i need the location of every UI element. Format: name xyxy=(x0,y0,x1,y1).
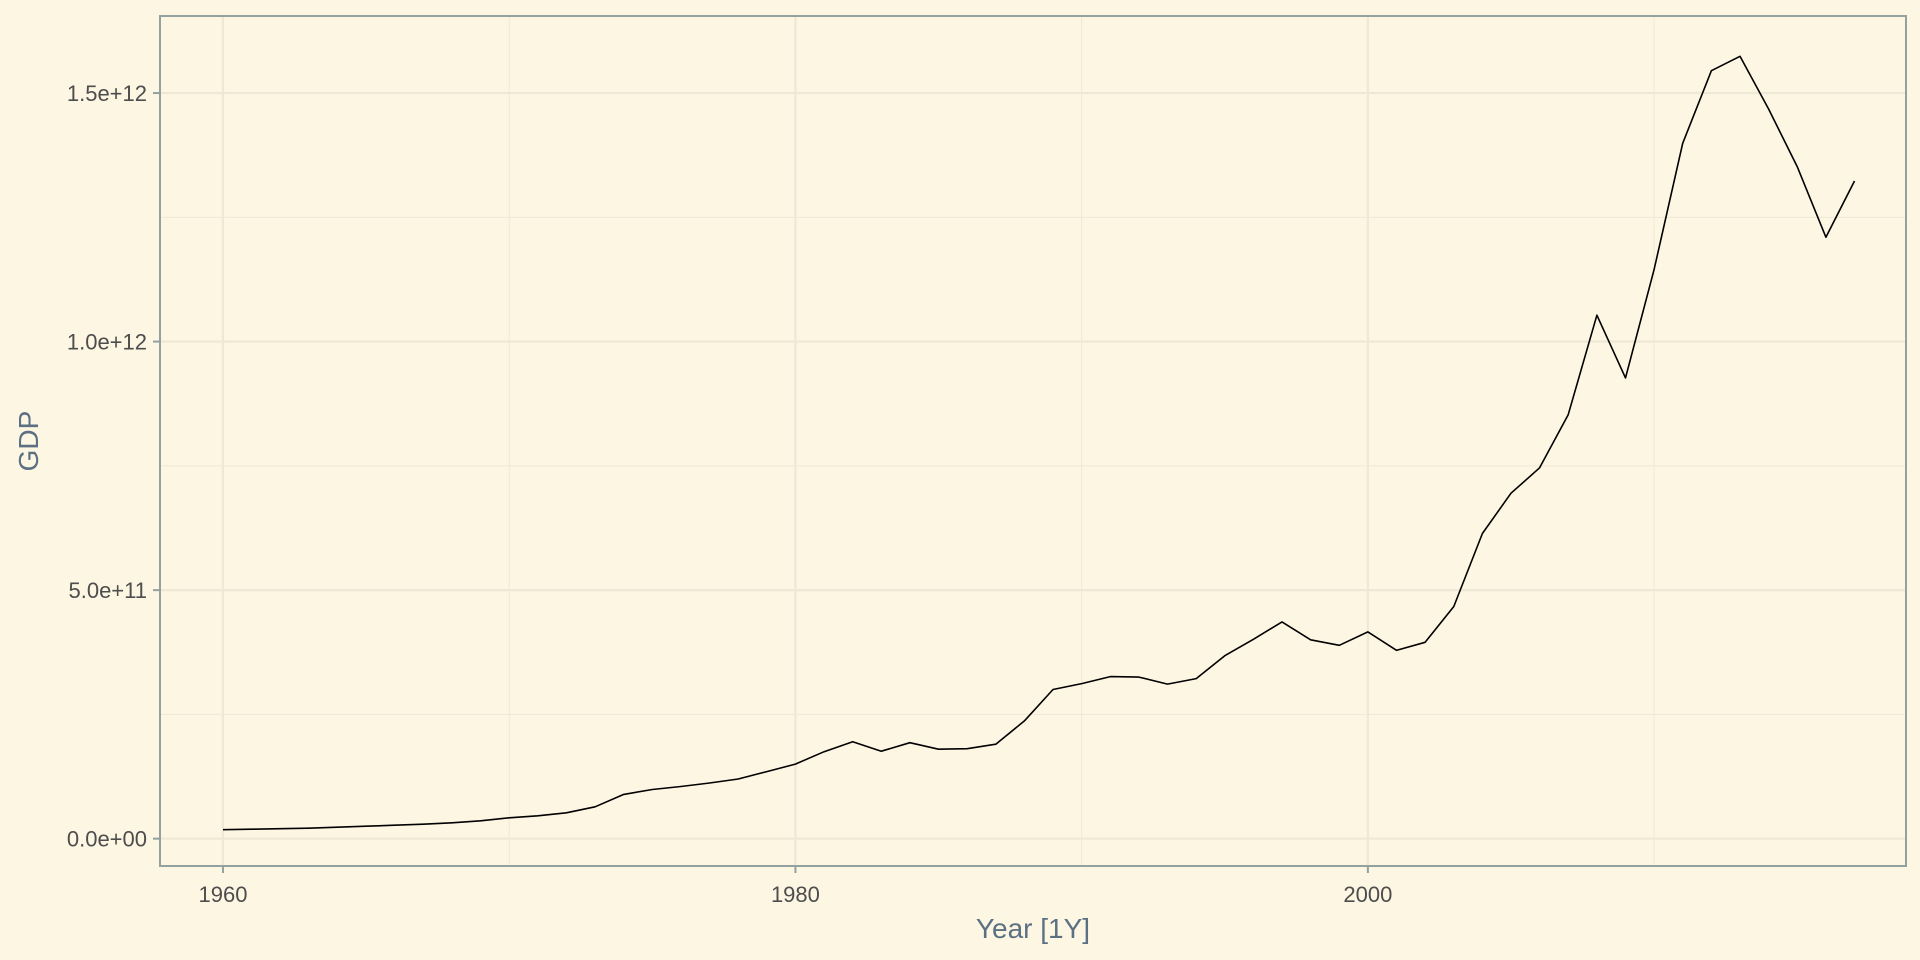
data-point xyxy=(337,826,339,828)
data-point xyxy=(1367,631,1369,633)
data-point xyxy=(1024,720,1026,722)
data-point xyxy=(1109,676,1111,678)
data-point xyxy=(1224,655,1226,657)
data-point xyxy=(508,817,510,819)
data-point xyxy=(1739,55,1741,57)
data-point xyxy=(1396,649,1398,651)
data-point xyxy=(1281,621,1283,623)
data-point xyxy=(451,822,453,824)
data-point xyxy=(1711,70,1713,72)
data-point xyxy=(566,812,568,814)
data-point xyxy=(1081,683,1083,685)
data-point xyxy=(480,820,482,822)
data-point xyxy=(1167,683,1169,685)
data-point xyxy=(1253,639,1255,641)
data-point xyxy=(1768,108,1770,110)
minor-gridlines xyxy=(160,16,1906,866)
data-point xyxy=(1825,236,1827,238)
data-point xyxy=(766,771,768,773)
data-point xyxy=(852,741,854,743)
data-point xyxy=(995,743,997,745)
plot-panel xyxy=(160,16,1906,866)
series-layer xyxy=(222,55,1856,831)
y-axis: 0.0e+00 5.0e+11 1.0e+12 1.5e+12 xyxy=(67,81,160,852)
data-point xyxy=(795,763,797,765)
y-tick-label: 1.0e+12 xyxy=(67,330,147,355)
data-point xyxy=(394,824,396,826)
data-point xyxy=(680,786,682,788)
data-point xyxy=(1653,269,1655,271)
data-point xyxy=(1596,314,1598,316)
data-point xyxy=(1567,414,1569,416)
data-point xyxy=(308,827,310,829)
data-point xyxy=(1854,180,1856,182)
data-point xyxy=(1682,142,1684,144)
data-point xyxy=(1424,642,1426,644)
data-point xyxy=(652,789,654,791)
gdp-series-line xyxy=(222,55,1856,831)
data-point xyxy=(594,806,596,808)
data-point xyxy=(251,828,253,830)
plot-frame xyxy=(159,15,1907,867)
y-axis-title: GDP xyxy=(13,411,44,472)
data-point xyxy=(737,778,739,780)
data-point xyxy=(1195,678,1197,680)
data-point xyxy=(1338,644,1340,646)
data-point xyxy=(966,748,968,750)
major-gridlines xyxy=(160,16,1906,866)
data-point xyxy=(365,825,367,827)
data-point xyxy=(1453,606,1455,608)
data-point xyxy=(1482,533,1484,535)
data-point xyxy=(880,750,882,752)
x-axis: 1960 1980 2000 xyxy=(198,866,1392,907)
x-tick-label: 2000 xyxy=(1343,882,1392,907)
data-point xyxy=(938,748,940,750)
data-point xyxy=(1539,467,1541,469)
data-point xyxy=(1310,639,1312,641)
data-point xyxy=(1625,377,1627,379)
data-point xyxy=(279,828,281,830)
y-tick-label: 5.0e+11 xyxy=(68,578,147,603)
x-tick-label: 1960 xyxy=(198,882,247,907)
data-point xyxy=(823,751,825,753)
data-point xyxy=(1052,689,1054,691)
data-point xyxy=(909,742,911,744)
y-tick-label: 0.0e+00 xyxy=(67,827,147,852)
data-point xyxy=(1138,676,1140,678)
data-point xyxy=(222,829,224,831)
data-point xyxy=(1510,492,1512,494)
data-point xyxy=(623,794,625,796)
x-tick-label: 1980 xyxy=(771,882,820,907)
data-point xyxy=(1796,166,1798,168)
data-point xyxy=(709,782,711,784)
data-point xyxy=(423,823,425,825)
data-point xyxy=(537,815,539,817)
y-tick-label: 1.5e+12 xyxy=(67,81,147,106)
x-axis-title: Year [1Y] xyxy=(976,913,1090,944)
